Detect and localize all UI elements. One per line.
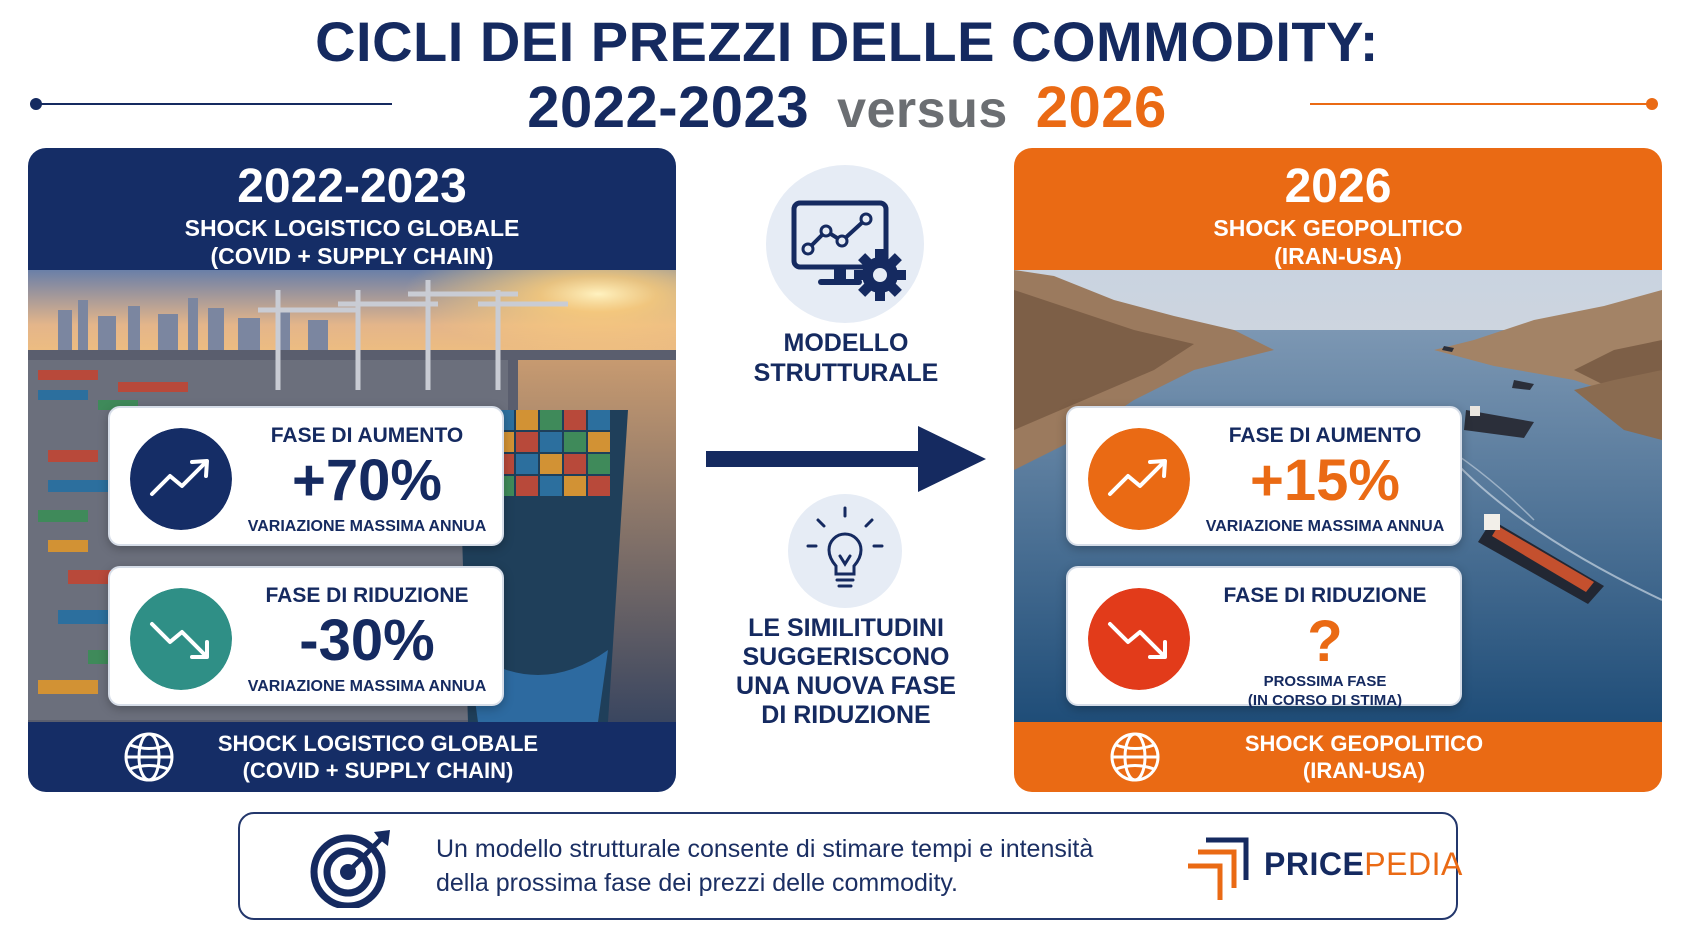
similitudini-line2: SUGGERISCONO <box>742 643 950 671</box>
title-rule-left <box>36 103 392 105</box>
card-fase-riduzione-right: FASE DI RIDUZIONE ? PROSSIMA FASE (IN CO… <box>1066 566 1462 709</box>
card-label: FASE DI AUMENTO <box>270 424 464 447</box>
trend-up-icon <box>130 428 232 530</box>
conclusion-text: Un modello strutturale consente di stima… <box>436 832 1156 900</box>
card-note: PROSSIMA FASE (IN CORSO DI STIMA) <box>1192 672 1458 710</box>
logo-text-pedia: PEDIA <box>1364 846 1463 882</box>
trend-down-icon <box>130 588 232 690</box>
logo-text-price: PRICE <box>1264 846 1365 882</box>
card-value-unknown: ? <box>1307 609 1343 674</box>
arrow-right-icon <box>706 426 986 492</box>
card-note: VARIAZIONE MASSIMA ANNUA <box>247 678 487 695</box>
panel-year: 2026 <box>1284 160 1392 213</box>
page-subtitle: 2022-2023 versus 2026 <box>0 74 1694 144</box>
pricepedia-logo-icon <box>1188 837 1249 900</box>
card-label: FASE DI RIDUZIONE <box>265 584 469 607</box>
target-arrow-icon <box>310 830 390 908</box>
similitudini-line1: LE SIMILITUDINI <box>748 614 944 642</box>
card-fase-aumento-left: FASE DI AUMENTO +70% VARIAZIONE MASSIMA … <box>108 406 504 546</box>
panel-subtitle-line1: SHOCK GEOPOLITICO <box>1213 215 1463 241</box>
title-rule-left-dot <box>30 98 42 110</box>
card-note-line1: PROSSIMA FASE <box>1263 673 1387 690</box>
panel-subtitle-line2: (COVID + SUPPLY CHAIN) <box>210 243 494 269</box>
card-value: +70% <box>292 448 442 513</box>
modello-label-line1: MODELLO <box>783 329 909 357</box>
similitudini-line3: UNA NUOVA FASE <box>736 672 956 700</box>
panel-year: 2022-2023 <box>237 160 467 213</box>
card-value: +15% <box>1250 448 1400 513</box>
card-label: FASE DI RIDUZIONE <box>1223 584 1427 607</box>
page-title: CICLI DEI PREZZI DELLE COMMODITY: <box>315 10 1379 73</box>
title-rule-right <box>1310 103 1650 105</box>
globe-icon <box>1110 732 1160 782</box>
globe-icon <box>124 732 174 782</box>
panel-footer: SHOCK LOGISTICO GLOBALE (COVID + SUPPLY … <box>28 722 676 792</box>
panel-subtitle-line1: SHOCK LOGISTICO GLOBALE <box>184 215 520 241</box>
conclusion-box: Un modello strutturale consente di stima… <box>238 812 1462 920</box>
panel-footer-line2: (IRAN-USA) <box>1302 758 1426 783</box>
card-note: VARIAZIONE MASSIMA ANNUA <box>247 518 487 535</box>
trend-down-icon <box>1088 588 1190 690</box>
panel-footer-text: SHOCK GEOPOLITICO (IRAN-USA) <box>1134 730 1594 784</box>
trend-up-icon <box>1088 428 1190 530</box>
panel-footer-line2: (COVID + SUPPLY CHAIN) <box>242 758 514 783</box>
card-label: FASE DI AUMENTO <box>1228 424 1422 447</box>
panel-header: 2022-2023 SHOCK LOGISTICO GLOBALE (COVID… <box>28 148 676 270</box>
lightbulb-icon-wrap <box>788 494 902 608</box>
panel-footer: SHOCK GEOPOLITICO (IRAN-USA) <box>1014 722 1662 792</box>
subtitle-versus: versus <box>837 81 1008 139</box>
card-note-line2: (IN CORSO DI STIMA) <box>1247 692 1403 709</box>
modello-strutturale-label: MODELLO STRUTTURALE <box>716 328 976 388</box>
panel-header: 2026 SHOCK GEOPOLITICO (IRAN-USA) <box>1014 148 1662 270</box>
similitudini-line4: DI RIDUZIONE <box>761 701 931 729</box>
monitor-chart-gear-icon-wrap <box>766 165 924 323</box>
conclusion-line1: Un modello strutturale consente di stima… <box>436 835 1094 863</box>
lightbulb-icon <box>806 506 884 588</box>
panel-footer-line1: SHOCK LOGISTICO GLOBALE <box>217 731 539 756</box>
similitudini-label: LE SIMILITUDINI SUGGERISCONO UNA NUOVA F… <box>696 614 996 730</box>
card-value: -30% <box>299 608 435 673</box>
panel-footer-text: SHOCK LOGISTICO GLOBALE (COVID + SUPPLY … <box>148 730 608 784</box>
panel-subtitle-line2: (IRAN-USA) <box>1274 243 1402 269</box>
modello-label-line2: STRUTTURALE <box>753 359 939 387</box>
pricepedia-logo-text: PRICEPEDIA <box>1264 846 1463 883</box>
card-fase-riduzione-left: FASE DI RIDUZIONE -30% VARIAZIONE MASSIM… <box>108 566 504 706</box>
subtitle-year-right: 2026 <box>1035 75 1167 140</box>
title-rule-right-dot <box>1646 98 1658 110</box>
card-note: VARIAZIONE MASSIMA ANNUA <box>1205 518 1445 535</box>
card-fase-aumento-right: FASE DI AUMENTO +15% VARIAZIONE MASSIMA … <box>1066 406 1462 546</box>
monitor-chart-gear-icon <box>791 200 906 301</box>
subtitle-year-left: 2022-2023 <box>527 75 810 140</box>
conclusion-line2: della prossima fase dei prezzi delle com… <box>436 869 958 897</box>
panel-footer-line1: SHOCK GEOPOLITICO <box>1244 731 1484 756</box>
